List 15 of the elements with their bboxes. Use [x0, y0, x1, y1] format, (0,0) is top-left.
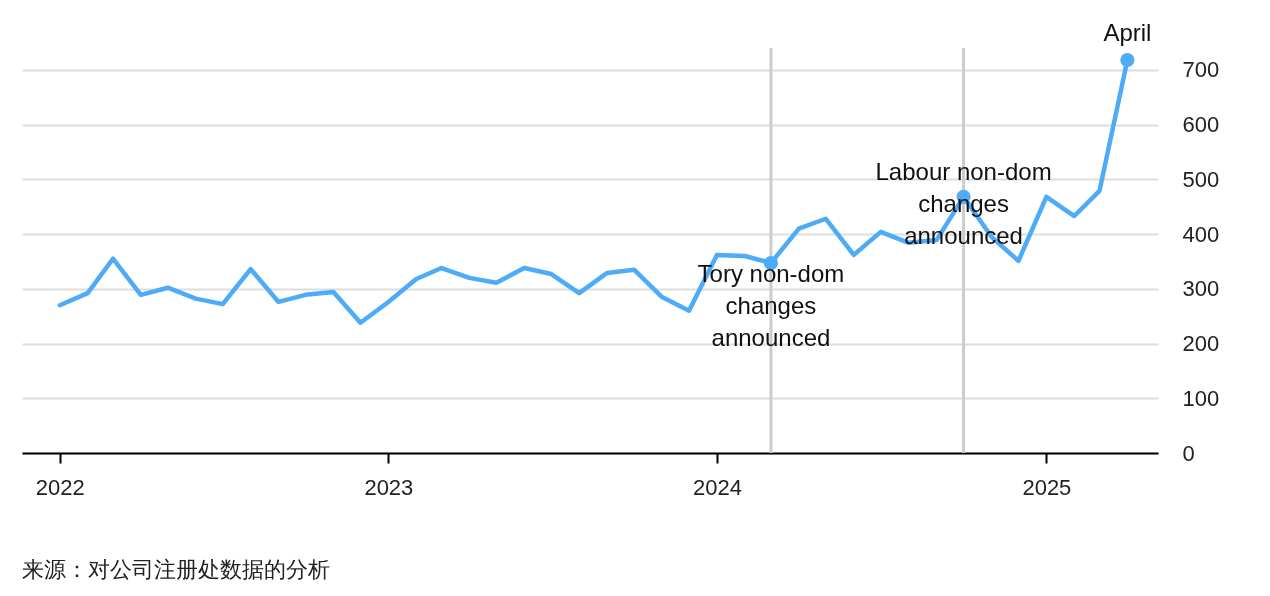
y-tick-label: 500	[1182, 166, 1220, 192]
y-tick-label: 200	[1182, 331, 1220, 357]
x-tick-label: 2025	[1022, 474, 1072, 500]
annotation: April	[1103, 19, 1152, 47]
x-tick-label: 2022	[35, 474, 85, 500]
x-tick-label: 2023	[364, 474, 414, 500]
y-tick-label: 700	[1182, 57, 1220, 83]
y-tick-label: 100	[1182, 385, 1220, 411]
x-tick-label: 2024	[692, 474, 742, 500]
point	[1120, 52, 1135, 68]
y-tick-label: 400	[1182, 221, 1220, 247]
y-tick-label: 300	[1182, 276, 1220, 302]
y-tick-label: 600	[1182, 112, 1220, 138]
y-tick-label: 0	[1182, 440, 1195, 466]
source-note: 来源：对公司注册处数据的分析	[22, 556, 330, 584]
